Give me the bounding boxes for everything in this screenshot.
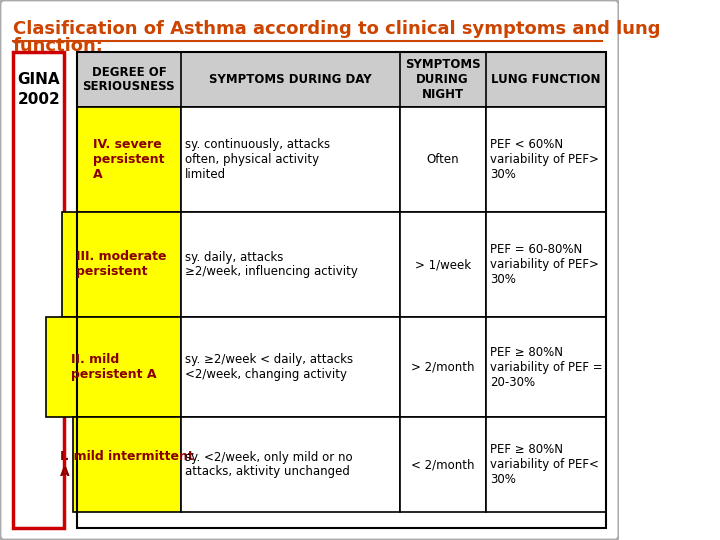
Text: PEF ≥ 80%N
variability of PEF =
20-30%: PEF ≥ 80%N variability of PEF = 20-30% <box>490 346 603 388</box>
Text: III. moderate
persistent: III. moderate persistent <box>76 251 166 279</box>
Text: sy. ≥2/week < daily, attacks
<2/week, changing activity: sy. ≥2/week < daily, attacks <2/week, ch… <box>185 353 353 381</box>
Bar <box>486 317 606 417</box>
Text: PEF < 60%N
variability of PEF>
30%: PEF < 60%N variability of PEF> 30% <box>490 138 599 181</box>
Text: < 2/month: < 2/month <box>411 458 474 471</box>
Bar <box>13 52 65 528</box>
FancyBboxPatch shape <box>0 0 619 540</box>
Bar <box>77 52 606 528</box>
Text: IV. severe
persistent
A: IV. severe persistent A <box>93 138 165 181</box>
Text: Often: Often <box>426 153 459 166</box>
Bar <box>73 417 181 512</box>
Text: DEGREE OF
SERIOUSNESS: DEGREE OF SERIOUSNESS <box>83 65 175 93</box>
Bar <box>77 107 181 212</box>
Text: Clasification of Asthma according to clinical symptoms and lung: Clasification of Asthma according to cli… <box>13 20 660 38</box>
Text: GINA: GINA <box>17 72 60 87</box>
Text: 2002: 2002 <box>17 92 60 107</box>
Bar <box>400 212 486 317</box>
Bar <box>181 417 400 512</box>
Bar <box>62 212 181 317</box>
Text: sy. continuously, attacks
often, physical activity
limited: sy. continuously, attacks often, physica… <box>185 138 330 181</box>
Text: sy. <2/week, only mild or no
attacks, aktivity unchanged: sy. <2/week, only mild or no attacks, ak… <box>185 450 352 478</box>
Bar <box>181 107 400 212</box>
Text: PEF ≥ 80%N
variability of PEF<
30%: PEF ≥ 80%N variability of PEF< 30% <box>490 443 599 486</box>
Bar <box>486 107 606 212</box>
Bar <box>400 107 486 212</box>
Bar <box>77 52 606 107</box>
Text: SYMPTOMS DURING DAY: SYMPTOMS DURING DAY <box>209 73 372 86</box>
Text: PEF = 60-80%N
variability of PEF>
30%: PEF = 60-80%N variability of PEF> 30% <box>490 243 599 286</box>
Text: > 2/month: > 2/month <box>411 361 474 374</box>
Text: II. mild
persistent A: II. mild persistent A <box>71 353 156 381</box>
Text: LUNG FUNCTION: LUNG FUNCTION <box>491 73 600 86</box>
Bar <box>400 417 486 512</box>
Text: > 1/week: > 1/week <box>415 258 471 271</box>
Text: sy. daily, attacks
≥2/week, influencing activity: sy. daily, attacks ≥2/week, influencing … <box>185 251 358 279</box>
Bar <box>486 417 606 512</box>
Bar <box>46 317 181 417</box>
Text: I. mild intermittent
A: I. mild intermittent A <box>60 450 194 478</box>
Text: function:: function: <box>13 37 104 55</box>
Bar <box>400 317 486 417</box>
Text: SYMPTOMS
DURING
NIGHT: SYMPTOMS DURING NIGHT <box>405 58 480 101</box>
Bar <box>181 212 400 317</box>
Bar <box>486 212 606 317</box>
Bar <box>181 317 400 417</box>
